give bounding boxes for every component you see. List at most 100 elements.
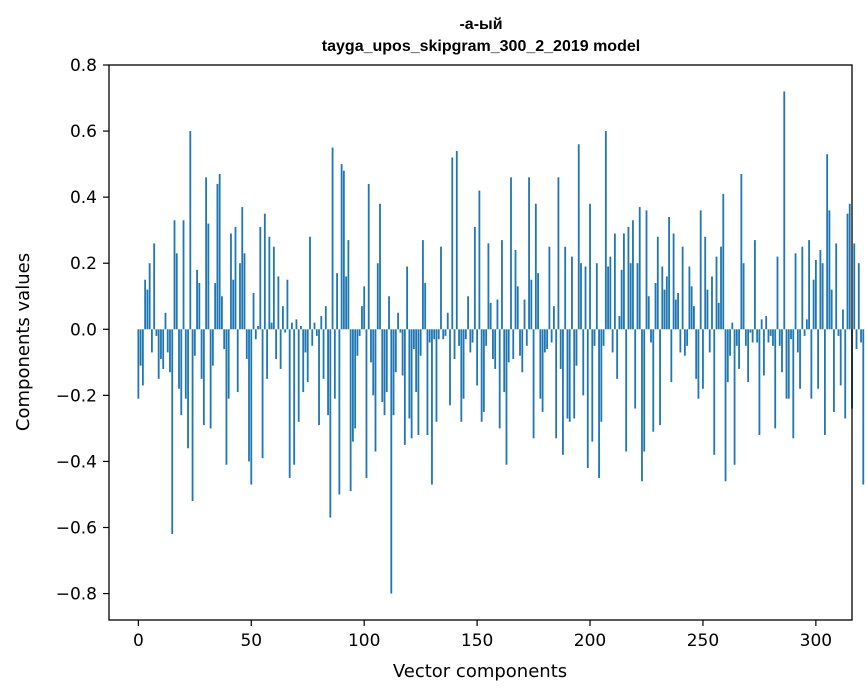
bar-247 bbox=[695, 329, 698, 379]
bar-136 bbox=[444, 329, 447, 336]
bar-304 bbox=[824, 329, 826, 435]
bar-246 bbox=[693, 306, 695, 330]
bar-240 bbox=[679, 329, 682, 353]
bar-18 bbox=[178, 329, 180, 389]
bar-231 bbox=[659, 329, 661, 426]
bar-195 bbox=[577, 144, 580, 330]
bar-124 bbox=[417, 329, 420, 435]
bar-95 bbox=[352, 329, 354, 442]
bar-7 bbox=[153, 243, 156, 330]
bar-133 bbox=[437, 329, 440, 340]
bar-275 bbox=[758, 329, 761, 435]
bar-289 bbox=[790, 329, 792, 340]
bar-125 bbox=[419, 329, 422, 356]
bar-230 bbox=[656, 236, 659, 330]
bar-114 bbox=[394, 329, 397, 373]
bar-91 bbox=[342, 170, 345, 330]
bar-254 bbox=[711, 276, 713, 330]
bar-276 bbox=[760, 319, 763, 330]
bar-73 bbox=[302, 329, 305, 393]
bar-32 bbox=[209, 329, 212, 429]
bar-197 bbox=[582, 329, 585, 396]
bar-224 bbox=[643, 329, 646, 452]
bar-138 bbox=[449, 329, 451, 406]
y-axis-ticks: −0.8 −0.6 −0.4 −0.2 0.0 0.2 0.4 0.6 0.8 bbox=[56, 56, 109, 605]
bar-56 bbox=[263, 213, 266, 330]
bar-145 bbox=[464, 329, 467, 340]
plot-area bbox=[109, 65, 852, 620]
x-axis-ticks: 0 50 100 150 200 250 300 bbox=[133, 620, 832, 651]
bar-185 bbox=[555, 329, 558, 439]
bar-238 bbox=[674, 299, 677, 330]
bar-192 bbox=[571, 256, 573, 330]
bar-96 bbox=[354, 329, 357, 429]
bar-233 bbox=[663, 289, 666, 330]
bar-282 bbox=[774, 329, 777, 429]
bar-40 bbox=[227, 329, 230, 399]
bar-4 bbox=[146, 289, 149, 330]
bar-269 bbox=[744, 329, 747, 346]
bar-170 bbox=[521, 329, 524, 373]
bar-24 bbox=[191, 329, 194, 502]
bar-204 bbox=[598, 329, 600, 478]
bar-216 bbox=[625, 329, 628, 452]
bar-144 bbox=[462, 329, 465, 399]
bar-97 bbox=[356, 329, 359, 356]
x-tick-label-100: 100 bbox=[348, 631, 380, 651]
bar-210 bbox=[611, 329, 614, 353]
bar-175 bbox=[532, 329, 535, 439]
x-tick-label-0: 0 bbox=[133, 631, 144, 651]
bar-70 bbox=[295, 319, 298, 330]
bar-102 bbox=[367, 183, 370, 330]
bar-213 bbox=[618, 316, 621, 330]
bar-164 bbox=[507, 329, 510, 363]
bar-9 bbox=[157, 329, 160, 379]
bar-209 bbox=[609, 256, 612, 330]
bar-163 bbox=[505, 329, 508, 465]
bar-184 bbox=[552, 306, 555, 330]
bar-54 bbox=[259, 226, 262, 330]
bar-302 bbox=[819, 250, 822, 330]
bar-207 bbox=[604, 131, 607, 330]
bar-190 bbox=[566, 329, 569, 419]
bar-117 bbox=[401, 329, 404, 376]
bar-305 bbox=[826, 154, 829, 330]
bar-60 bbox=[272, 246, 275, 330]
bar-94 bbox=[349, 329, 352, 492]
bar-311 bbox=[839, 329, 842, 386]
bar-49 bbox=[248, 329, 250, 462]
bar-8 bbox=[155, 329, 158, 336]
bar-134 bbox=[440, 246, 442, 330]
bar-312 bbox=[842, 309, 844, 330]
bar-153 bbox=[482, 329, 485, 412]
bar-140 bbox=[453, 329, 456, 360]
bar-149 bbox=[473, 226, 476, 330]
bar-104 bbox=[372, 329, 375, 396]
y-tick-label-1: −0.6 bbox=[56, 519, 97, 539]
bar-232 bbox=[661, 266, 664, 330]
bar-228 bbox=[652, 329, 655, 432]
bar-105 bbox=[374, 329, 377, 452]
bar-267 bbox=[740, 174, 743, 330]
bar-237 bbox=[672, 233, 675, 330]
bar-191 bbox=[568, 329, 571, 422]
bar-108 bbox=[381, 329, 384, 402]
bar-30 bbox=[205, 177, 208, 330]
bar-152 bbox=[480, 329, 483, 422]
bar-20 bbox=[182, 220, 185, 330]
bar-82 bbox=[322, 329, 325, 379]
bar-258 bbox=[720, 246, 722, 330]
bar-221 bbox=[636, 263, 639, 330]
bar-6 bbox=[151, 329, 153, 353]
bar-11 bbox=[162, 329, 165, 369]
y-tick-label-0: −0.8 bbox=[56, 585, 97, 605]
bar-116 bbox=[399, 329, 402, 333]
bar-255 bbox=[713, 329, 716, 455]
bar-38 bbox=[223, 329, 226, 350]
bar-178 bbox=[539, 329, 542, 399]
bar-183 bbox=[550, 329, 553, 343]
bar-45 bbox=[239, 263, 241, 330]
x-tick-label-150: 150 bbox=[461, 631, 493, 651]
bar-290 bbox=[792, 329, 795, 439]
